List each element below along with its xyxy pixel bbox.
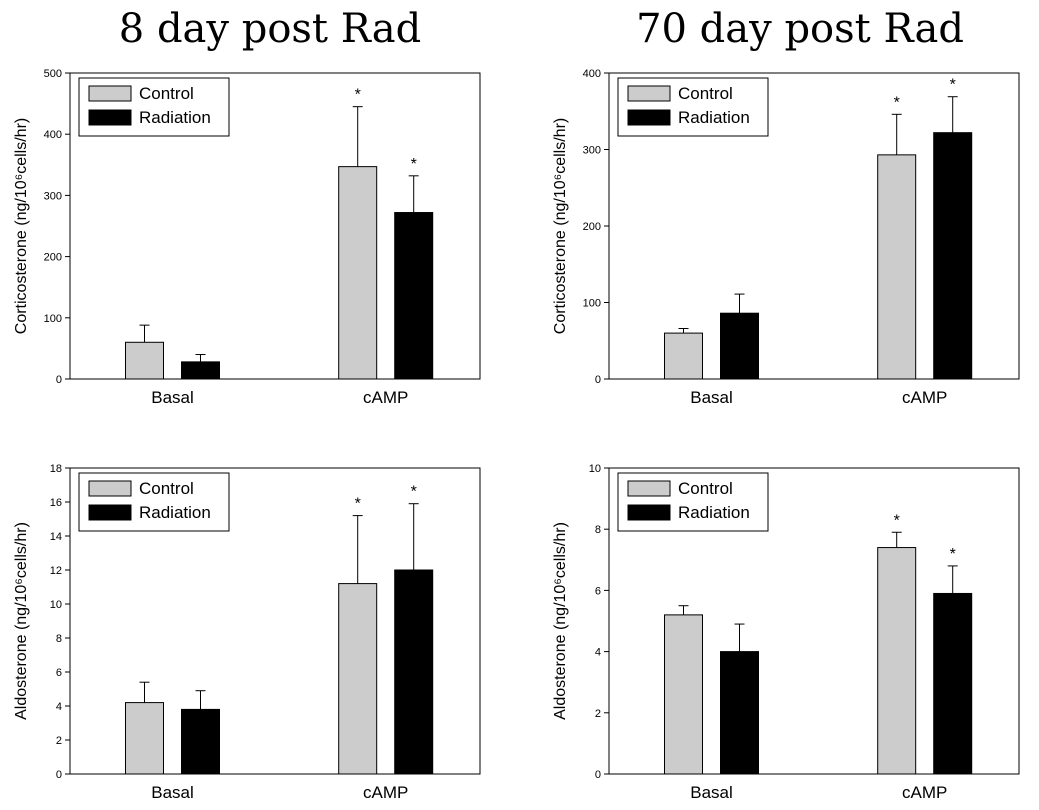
y-axis-title: Aldosterone (ng/10⁶cells/hr) xyxy=(552,522,569,720)
y-axis-title: Aldosterone (ng/10⁶cells/hr) xyxy=(13,522,30,720)
y-tick-label: 100 xyxy=(583,298,601,310)
x-category-label: Basal xyxy=(690,783,733,802)
y-tick-label: 8 xyxy=(595,524,601,536)
column-title-70-day: 70 day post Rad xyxy=(636,6,964,52)
chart-aldosterone-8-day: 0 2 4 6 8 10 12 14 16 18 Aldosterone (ng/10⁶cells/… xyxy=(13,463,481,802)
legend-swatch-radiation xyxy=(627,109,671,126)
x-category-label: cAMP xyxy=(902,783,947,802)
y-tick-label: 400 xyxy=(44,129,62,141)
y-axis-title: Corticosterone (ng/10⁶cells/hr) xyxy=(552,118,569,334)
bar-radiation xyxy=(394,569,434,775)
y-tick-label: 0 xyxy=(595,769,601,781)
bar-control xyxy=(664,332,703,380)
significance-marker: * xyxy=(950,77,956,94)
legend-swatch-control xyxy=(627,480,671,497)
legend-swatch-control xyxy=(627,85,671,102)
x-category-label: Basal xyxy=(151,388,194,407)
legend-label-control: Control xyxy=(139,84,194,103)
significance-marker: * xyxy=(355,87,361,104)
legend-swatch-radiation xyxy=(88,109,132,126)
y-tick-label: 6 xyxy=(595,585,601,597)
legend-label-control: Control xyxy=(139,479,194,498)
legend-label-radiation: Radiation xyxy=(139,108,211,127)
bar-control xyxy=(125,341,164,380)
plot-frame xyxy=(69,467,481,775)
legend-swatch-radiation xyxy=(88,504,132,521)
legend-label-control: Control xyxy=(678,84,733,103)
y-tick-label: 10 xyxy=(589,463,601,475)
bar-radiation xyxy=(720,312,759,380)
x-category-label: Basal xyxy=(151,783,194,802)
y-tick-label: 500 xyxy=(44,68,62,80)
y-tick-label: 100 xyxy=(44,313,62,325)
x-category-label: cAMP xyxy=(363,783,408,802)
bar-control xyxy=(877,547,917,775)
plot-frame xyxy=(69,72,481,380)
bar-radiation xyxy=(181,708,220,775)
column-title-8-day: 8 day post Rad xyxy=(118,6,422,52)
y-tick-label: 10 xyxy=(50,599,62,611)
legend-label-control: Control xyxy=(678,479,733,498)
legend-swatch-control xyxy=(88,85,132,102)
significance-marker: * xyxy=(894,512,900,529)
legend-label-radiation: Radiation xyxy=(678,108,750,127)
x-category-label: Basal xyxy=(690,388,733,407)
plot-frame xyxy=(608,467,1020,775)
y-tick-label: 2 xyxy=(595,708,601,720)
x-category-label: cAMP xyxy=(902,388,947,407)
legend-label-radiation: Radiation xyxy=(678,503,750,522)
significance-marker: * xyxy=(355,496,361,513)
y-tick-label: 0 xyxy=(595,374,601,386)
y-tick-label: 300 xyxy=(583,145,601,157)
bar-radiation xyxy=(933,592,973,775)
y-tick-label: 12 xyxy=(50,565,62,577)
y-tick-label: 16 xyxy=(50,497,62,509)
y-tick-label: 18 xyxy=(50,463,62,475)
significance-marker: * xyxy=(411,484,417,501)
y-tick-label: 2 xyxy=(56,735,62,747)
bar-control xyxy=(338,166,378,380)
y-tick-label: 200 xyxy=(44,252,62,264)
x-category-label: cAMP xyxy=(363,388,408,407)
significance-marker: * xyxy=(950,546,956,563)
y-tick-label: 14 xyxy=(50,531,62,543)
legend-swatch-control xyxy=(88,480,132,497)
legend-label-radiation: Radiation xyxy=(139,503,211,522)
y-tick-label: 0 xyxy=(56,769,62,781)
bar-radiation xyxy=(394,212,434,380)
y-tick-label: 8 xyxy=(56,633,62,645)
legend-box xyxy=(617,77,769,137)
y-tick-label: 0 xyxy=(56,374,62,386)
y-tick-label: 6 xyxy=(56,667,62,679)
bar-control xyxy=(664,614,703,775)
y-tick-label: 4 xyxy=(595,647,601,659)
bar-radiation xyxy=(181,361,220,380)
y-tick-label: 4 xyxy=(56,701,62,713)
chart-corticosterone-8-day: 0 100 200 300 400 500 Corticosterone (ng/10⁶ce… xyxy=(13,68,481,407)
chart-corticosterone-70-day: 0 100 200 300 400 Corticosterone (ng/10⁶cells… xyxy=(552,68,1020,407)
y-axis-title: Corticosterone (ng/10⁶cells/hr) xyxy=(13,118,30,334)
significance-marker: * xyxy=(411,156,417,173)
y-tick-label: 300 xyxy=(44,190,62,202)
y-tick-label: 400 xyxy=(583,68,601,80)
bar-control xyxy=(877,154,917,380)
legend-swatch-radiation xyxy=(627,504,671,521)
chart-aldosterone-70-day: 0 2 4 6 8 10 Aldosterone (ng/10⁶cells/hr) Basal… xyxy=(552,463,1020,802)
bar-control xyxy=(125,702,164,775)
bar-radiation xyxy=(720,651,759,775)
significance-marker: * xyxy=(894,94,900,111)
bar-control xyxy=(338,583,378,775)
y-tick-label: 200 xyxy=(583,221,601,233)
bar-radiation xyxy=(933,132,973,380)
